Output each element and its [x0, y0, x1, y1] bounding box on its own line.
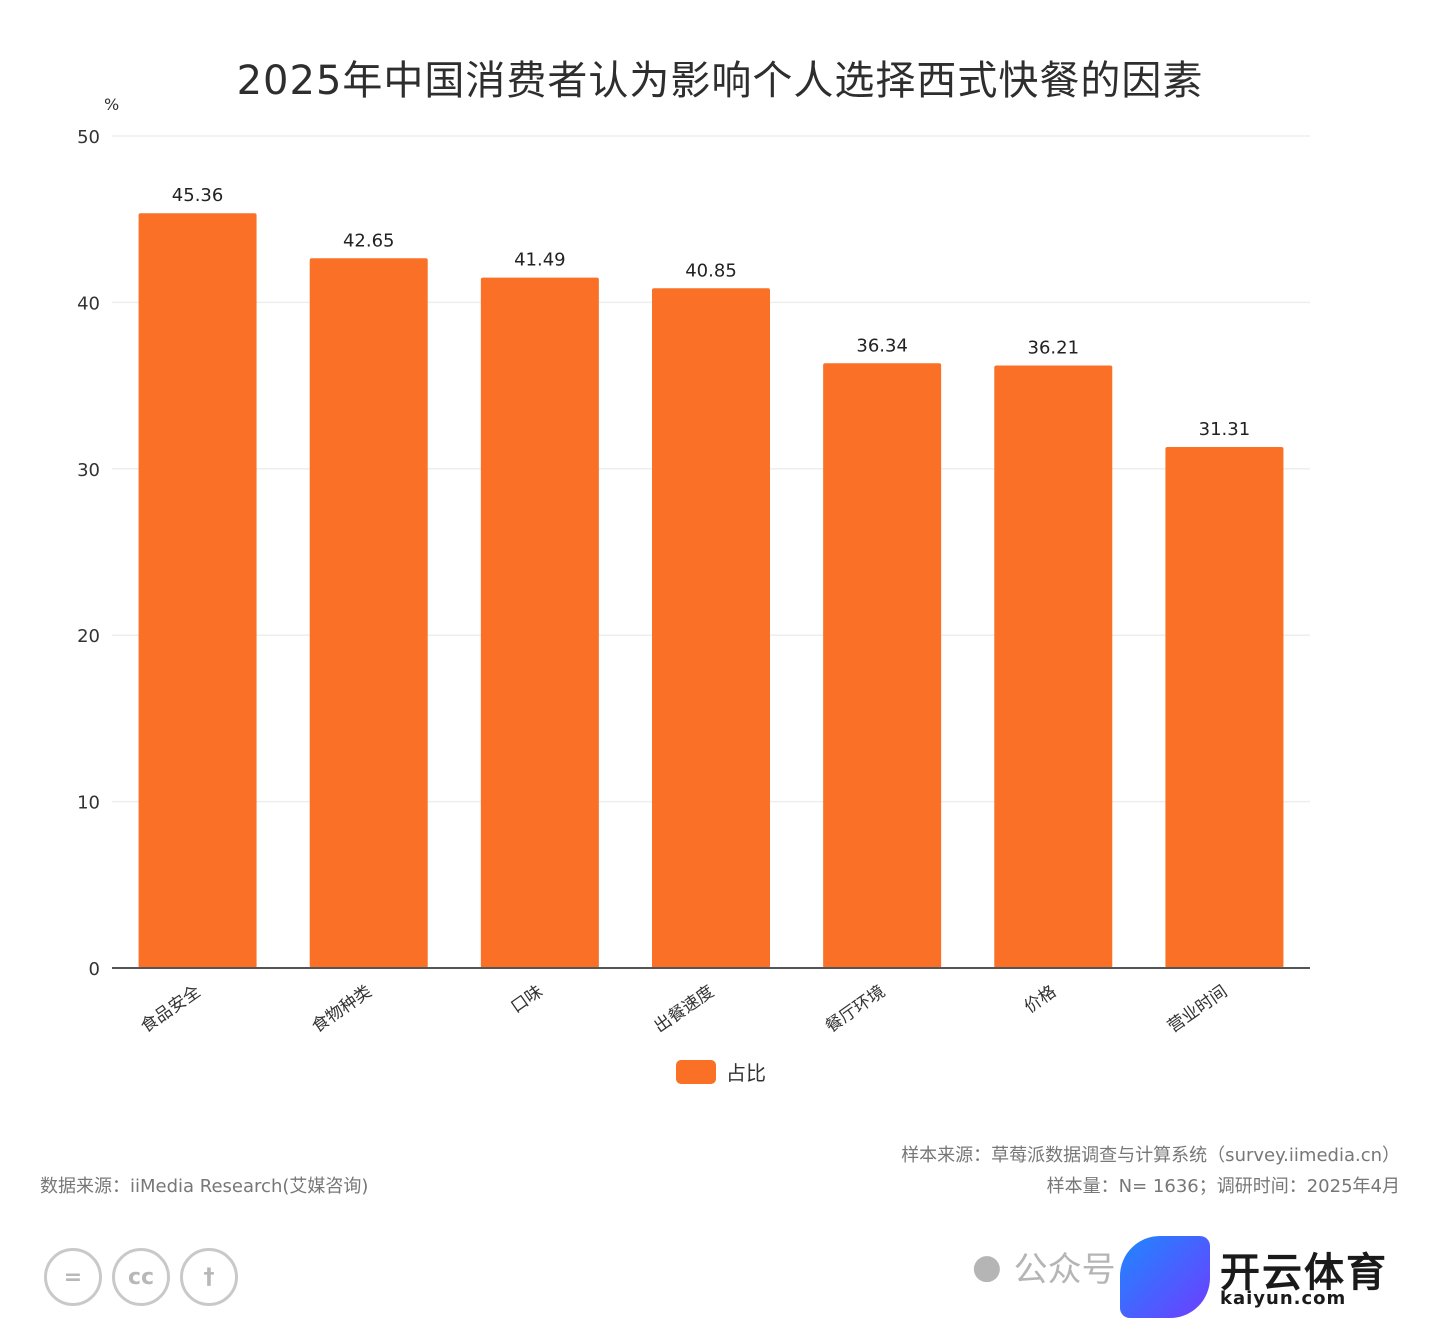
cc-icon: cc: [112, 1248, 170, 1306]
y-tick-label: 30: [77, 460, 100, 481]
data-label: 42.65: [343, 230, 395, 251]
wechat-watermark: ● 公众号: [972, 1242, 1116, 1291]
data-label: 41.49: [514, 250, 566, 271]
legend-swatch: [676, 1059, 716, 1084]
brand-logo: 开云体育 kaiyun.com: [1120, 1236, 1410, 1318]
bar: [823, 363, 942, 969]
x-tick-label: 食物种类: [308, 982, 375, 1037]
bar: [309, 258, 428, 969]
person-icon: †: [180, 1248, 238, 1306]
equals-icon: =: [44, 1248, 102, 1306]
bar: [994, 365, 1113, 969]
data-label: 45.36: [172, 185, 224, 206]
x-tick-label: 餐厅环境: [822, 982, 889, 1037]
y-tick-label: 10: [77, 793, 100, 814]
data-label: 31.31: [1199, 419, 1251, 440]
brand-mark-icon: [1120, 1236, 1210, 1318]
x-tick-label: 食品安全: [137, 982, 204, 1037]
legend-label: 占比: [726, 1061, 766, 1085]
y-tick-label: 40: [77, 293, 100, 314]
y-tick-label: 20: [77, 626, 100, 647]
y-tick-label: 50: [77, 127, 100, 148]
x-tick-label: 营业时间: [1164, 982, 1231, 1037]
license-icons: = cc †: [44, 1248, 238, 1306]
watermark-label: 公众号: [1013, 1250, 1116, 1290]
data-label: 40.85: [685, 260, 737, 281]
bar: [138, 213, 257, 968]
bar-chart: 0 10 20 30 40 50% 45.36 食品安全 42.65 食物种类 41.49 口味 40.…: [77, 95, 1310, 1037]
bar: [1165, 447, 1284, 968]
x-tick-label: 口味: [507, 982, 546, 1018]
y-tick-label: 0: [89, 959, 100, 980]
sample-info-block: 样本来源：草莓派数据调查与计算系统（survey.iimedia.cn） 样本量…: [901, 1140, 1400, 1202]
data-label: 36.21: [1028, 337, 1080, 358]
data-label: 36.34: [856, 335, 908, 356]
x-tick-label: 出餐速度: [651, 982, 718, 1037]
legend: 占比: [676, 1057, 766, 1086]
chart-title: 2025年中国消费者认为影响个人选择西式快餐的因素: [236, 58, 1204, 104]
brand-url: kaiyun.com: [1220, 1288, 1347, 1309]
sample-source: 样本来源：草莓派数据调查与计算系统（survey.iimedia.cn）: [901, 1145, 1400, 1166]
brand-name: 开云体育: [1220, 1250, 1388, 1296]
sample-size: 样本量：N= 1636；调研时间：2025年4月: [1046, 1176, 1400, 1197]
wechat-icon: ●: [972, 1246, 1002, 1287]
bar: [480, 277, 599, 968]
y-axis-label: %: [104, 95, 119, 114]
x-tick-label: 价格: [1021, 982, 1060, 1018]
data-source: 数据来源：iiMedia Research(艾媒咨询): [40, 1176, 369, 1197]
bar: [652, 288, 770, 969]
